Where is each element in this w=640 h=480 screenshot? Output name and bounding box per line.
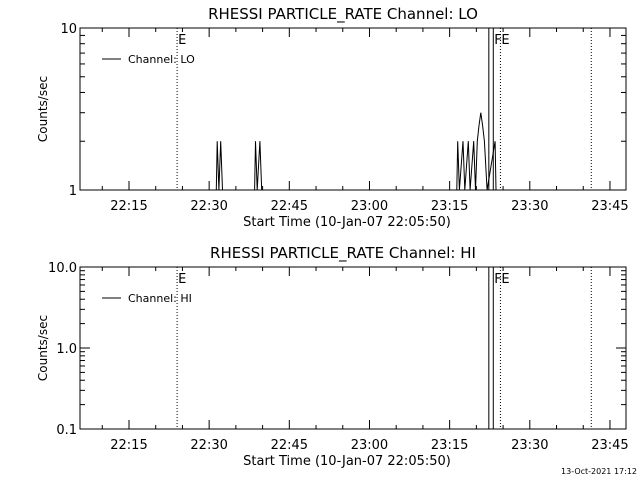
y-tick-label: 10.0 [48,261,77,276]
legend-label: Channel: LO [128,53,195,66]
legend-label: Channel: HI [128,292,192,305]
x-tick-label: 22:45 [271,438,308,453]
x-tick-label: 23:15 [431,199,468,214]
footer-timestamp: 13-Oct-2021 17:12 [561,467,637,476]
x-tick-label: 22:45 [271,199,308,214]
x-tick-label: 22:30 [190,199,227,214]
event-marker-label: E [178,272,186,287]
x-tick-label: 22:15 [110,438,147,453]
x-tick-label: 23:45 [591,438,628,453]
x-tick-label: 23:45 [591,199,628,214]
y-tick-label: 1.0 [56,342,77,357]
y-tick-label: 1 [69,184,77,199]
lo-panel: RHESSI PARTICLE_RATE Channel: LO Counts/s… [36,5,629,230]
x-tick-label: 23:15 [431,438,468,453]
x-tick-label: 23:00 [351,438,388,453]
event-marker-label: F [494,33,501,48]
hi-panel: RHESSI PARTICLE_RATE Channel: HI Counts/s… [36,244,629,469]
x-tick-label: 23:30 [511,199,548,214]
y-axis-label: Counts/sec [36,76,50,142]
y-tick-label: 10 [60,22,77,37]
event-marker-label: E [501,272,509,287]
x-tick-label: 23:30 [511,438,548,453]
y-axis-label: Counts/sec [36,315,50,381]
event-marker-label: F [494,272,501,287]
x-axis-label: Start Time (10-Jan-07 22:05:50) [243,454,451,469]
chart-title: RHESSI PARTICLE_RATE Channel: LO [208,5,478,24]
event-marker-label: E [501,33,509,48]
x-tick-label: 23:00 [351,199,388,214]
chart-title: RHESSI PARTICLE_RATE Channel: HI [210,244,476,263]
x-tick-label: 22:30 [190,438,227,453]
x-axis-label: Start Time (10-Jan-07 22:05:50) [243,215,451,230]
series-line [215,112,497,191]
y-tick-label: 0.1 [56,423,77,438]
x-tick-label: 22:15 [110,199,147,214]
event-marker-label: E [178,33,186,48]
